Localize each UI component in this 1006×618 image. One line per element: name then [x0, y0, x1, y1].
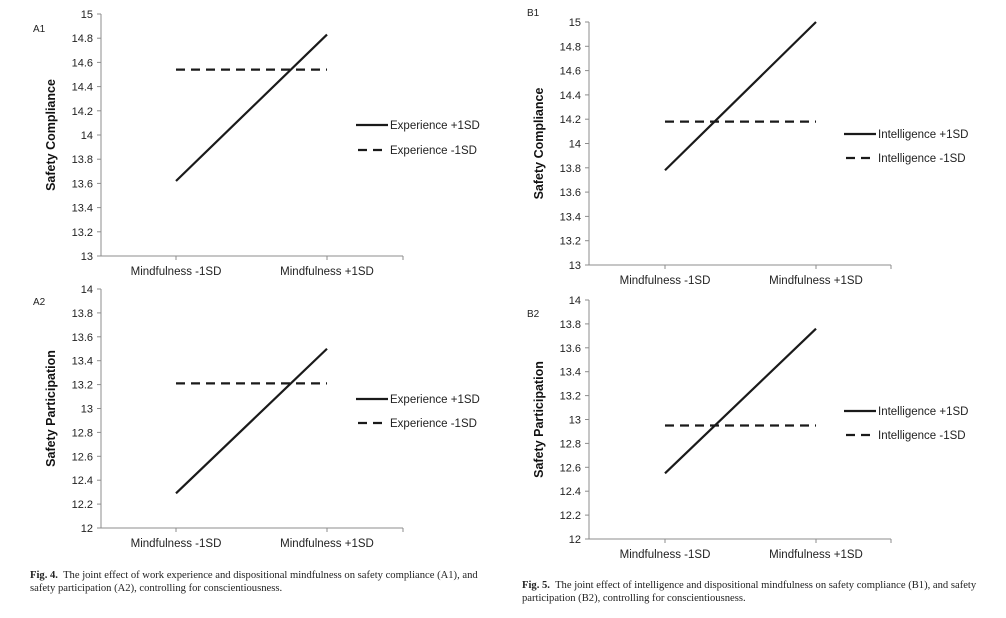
y-tick-label: 14.4 — [72, 82, 93, 94]
y-tick-label: 12.2 — [72, 499, 93, 511]
y-tick-label: 13.8 — [72, 154, 93, 166]
chart-a1: A1 13 13.2 13.4 13.6 13.8 14 14.2 14.4 14.6 14.8 15… — [33, 9, 480, 278]
y-tick-label: 14 — [81, 284, 93, 296]
y-tick-label: 13.4 — [560, 367, 581, 379]
y-tick-label: 13.2 — [72, 380, 93, 392]
x-tick-label: Mindfulness -1SD — [131, 538, 222, 550]
figure-5-caption-text: The joint effect of intelligence and dis… — [522, 580, 977, 604]
legend-label: Experience +1SD — [390, 394, 480, 406]
y-tick-label: 14.8 — [72, 33, 93, 45]
series-line-plus-1sd — [175, 347, 328, 495]
y-tick-label: 13.8 — [560, 163, 581, 175]
y-axis-title: Safety Compliance — [44, 79, 58, 191]
legend-label: Intelligence +1SD — [878, 406, 968, 418]
legend-label: Intelligence +1SD — [878, 129, 968, 141]
y-axis-title: Safety Participation — [532, 361, 546, 478]
y-tick-label: 13 — [81, 251, 93, 263]
y-tick-label: 12.8 — [72, 427, 93, 439]
y-tick-label: 12.6 — [72, 451, 93, 463]
legend-label: Experience +1SD — [390, 120, 480, 132]
y-tick-label: 12 — [81, 523, 93, 535]
legend-label: Intelligence -1SD — [878, 430, 966, 442]
y-tick-label: 12 — [569, 534, 581, 546]
x-tick-label: Mindfulness -1SD — [620, 275, 711, 287]
panel-label: B2 — [527, 309, 540, 320]
y-tick-label: 15 — [569, 17, 581, 29]
y-tick-label: 12.2 — [560, 510, 581, 522]
figure-5-caption: Fig. 5. The joint effect of intelligence… — [522, 579, 1006, 605]
y-tick-label: 12.8 — [560, 438, 581, 450]
x-tick-label: Mindfulness +1SD — [280, 538, 374, 550]
series-line-plus-1sd — [664, 21, 817, 172]
y-tick-label: 14.2 — [72, 106, 93, 118]
y-tick-label: 13.4 — [72, 356, 93, 368]
y-tick-label: 14.2 — [560, 114, 581, 126]
y-tick-label: 13 — [569, 260, 581, 272]
x-tick-label: Mindfulness -1SD — [131, 266, 222, 278]
chart-b2: B2 12 12.2 12.4 12.6 12.8 13 13.2 13.4 13.6 13.8 14… — [527, 295, 968, 561]
figure-4-caption-text: The joint effect of work experience and … — [30, 570, 478, 594]
y-tick-label: 13 — [81, 404, 93, 416]
x-tick-label: Mindfulness +1SD — [280, 266, 374, 278]
y-tick-label: 14.8 — [560, 41, 581, 53]
x-tick-label: Mindfulness +1SD — [769, 275, 863, 287]
legend-label: Experience -1SD — [390, 418, 477, 430]
panel-label: A1 — [33, 24, 46, 35]
y-tick-label: 12.4 — [560, 486, 581, 498]
y-tick-label: 14 — [81, 130, 93, 142]
y-tick-label: 13 — [569, 415, 581, 427]
figure-5-label: Fig. 5. — [522, 580, 550, 591]
y-tick-label: 15 — [81, 9, 93, 21]
y-tick-label: 14 — [569, 295, 581, 307]
figure-4-label: Fig. 4. — [30, 570, 58, 581]
figure-4-caption: Fig. 4. The joint effect of work experie… — [30, 569, 500, 595]
series-line-plus-1sd — [664, 327, 817, 475]
y-tick-label: 14.4 — [560, 90, 581, 102]
x-tick-label: Mindfulness -1SD — [620, 549, 711, 561]
legend-label: Intelligence -1SD — [878, 153, 966, 165]
y-tick-label: 13.6 — [560, 187, 581, 199]
y-tick-label: 13.8 — [560, 319, 581, 331]
y-tick-label: 13.6 — [72, 332, 93, 344]
y-tick-label: 14.6 — [72, 57, 93, 69]
y-axis-title: Safety Compliance — [532, 88, 546, 200]
y-tick-label: 13.2 — [72, 227, 93, 239]
x-tick-label: Mindfulness +1SD — [769, 549, 863, 561]
y-tick-label: 13.4 — [560, 211, 581, 223]
y-tick-label: 14 — [569, 139, 581, 151]
y-tick-label: 12.4 — [72, 475, 93, 487]
panel-label: A2 — [33, 297, 46, 308]
y-tick-label: 12.6 — [560, 462, 581, 474]
y-tick-label: 13.8 — [72, 308, 93, 320]
chart-a2: A2 12 12.2 12.4 12.6 12.8 13 13.2 13.4 13.6 13.8 14… — [33, 284, 480, 550]
y-tick-label: 14.6 — [560, 66, 581, 78]
y-tick-label: 13.6 — [72, 178, 93, 190]
panel-label: B1 — [527, 8, 540, 19]
chart-b1: B1 13 13.2 13.4 13.6 13.8 14 14.2 14.4 14.6 14.8 15… — [527, 8, 968, 287]
series-line-plus-1sd — [175, 33, 328, 182]
y-tick-label: 13.2 — [560, 236, 581, 248]
y-tick-label: 13.4 — [72, 203, 93, 215]
y-axis-title: Safety Participation — [44, 350, 58, 467]
legend-label: Experience -1SD — [390, 145, 477, 157]
y-tick-label: 13.2 — [560, 391, 581, 403]
y-tick-label: 13.6 — [560, 343, 581, 355]
